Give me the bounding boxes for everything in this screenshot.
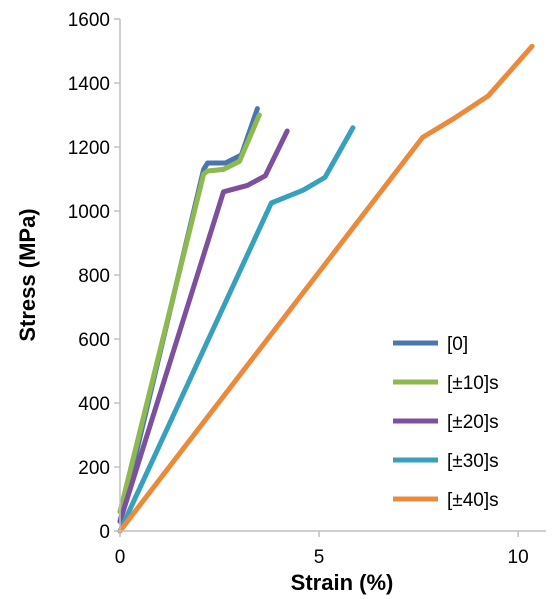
- series-line-1: [117, 112, 262, 515]
- y-tick-label: 0: [99, 522, 110, 543]
- legend-label-4: [±40]s: [447, 490, 499, 511]
- y-tick-label: 1400: [68, 74, 110, 95]
- y-tick-label: 1000: [68, 202, 110, 223]
- y-tick-label: 600: [78, 330, 110, 351]
- legend-label-3: [±30]s: [447, 451, 499, 472]
- legend: [0] [±10]s [±20]s [±30]s [±40]s: [393, 334, 499, 511]
- x-tick-label: 10: [508, 547, 529, 568]
- series-line-4: [117, 43, 535, 534]
- x-tick-label: 5: [314, 547, 325, 568]
- y-tick-label: 1600: [68, 10, 110, 31]
- legend-label-1: [±10]s: [447, 373, 499, 394]
- legend-label-2: [±20]s: [447, 412, 499, 433]
- x-tick-labels: 0 5 10: [115, 531, 529, 568]
- x-tick-label: 0: [115, 547, 126, 568]
- series-line-3: [117, 125, 356, 534]
- y-tick-label: 200: [78, 458, 110, 479]
- y-tick-label: 800: [78, 266, 110, 287]
- x-axis-title: Strain (%): [291, 570, 394, 595]
- series-layer: [117, 43, 535, 534]
- series-line-2: [117, 128, 290, 524]
- y-tick-label: 400: [78, 394, 110, 415]
- y-tick-label: 1200: [68, 138, 110, 159]
- y-tick-labels: 0 200 400 600 800 1000 1200 1400 1600: [68, 10, 120, 543]
- y-axis-title: Stress (MPa): [15, 208, 40, 341]
- legend-label-0: [0]: [447, 334, 468, 355]
